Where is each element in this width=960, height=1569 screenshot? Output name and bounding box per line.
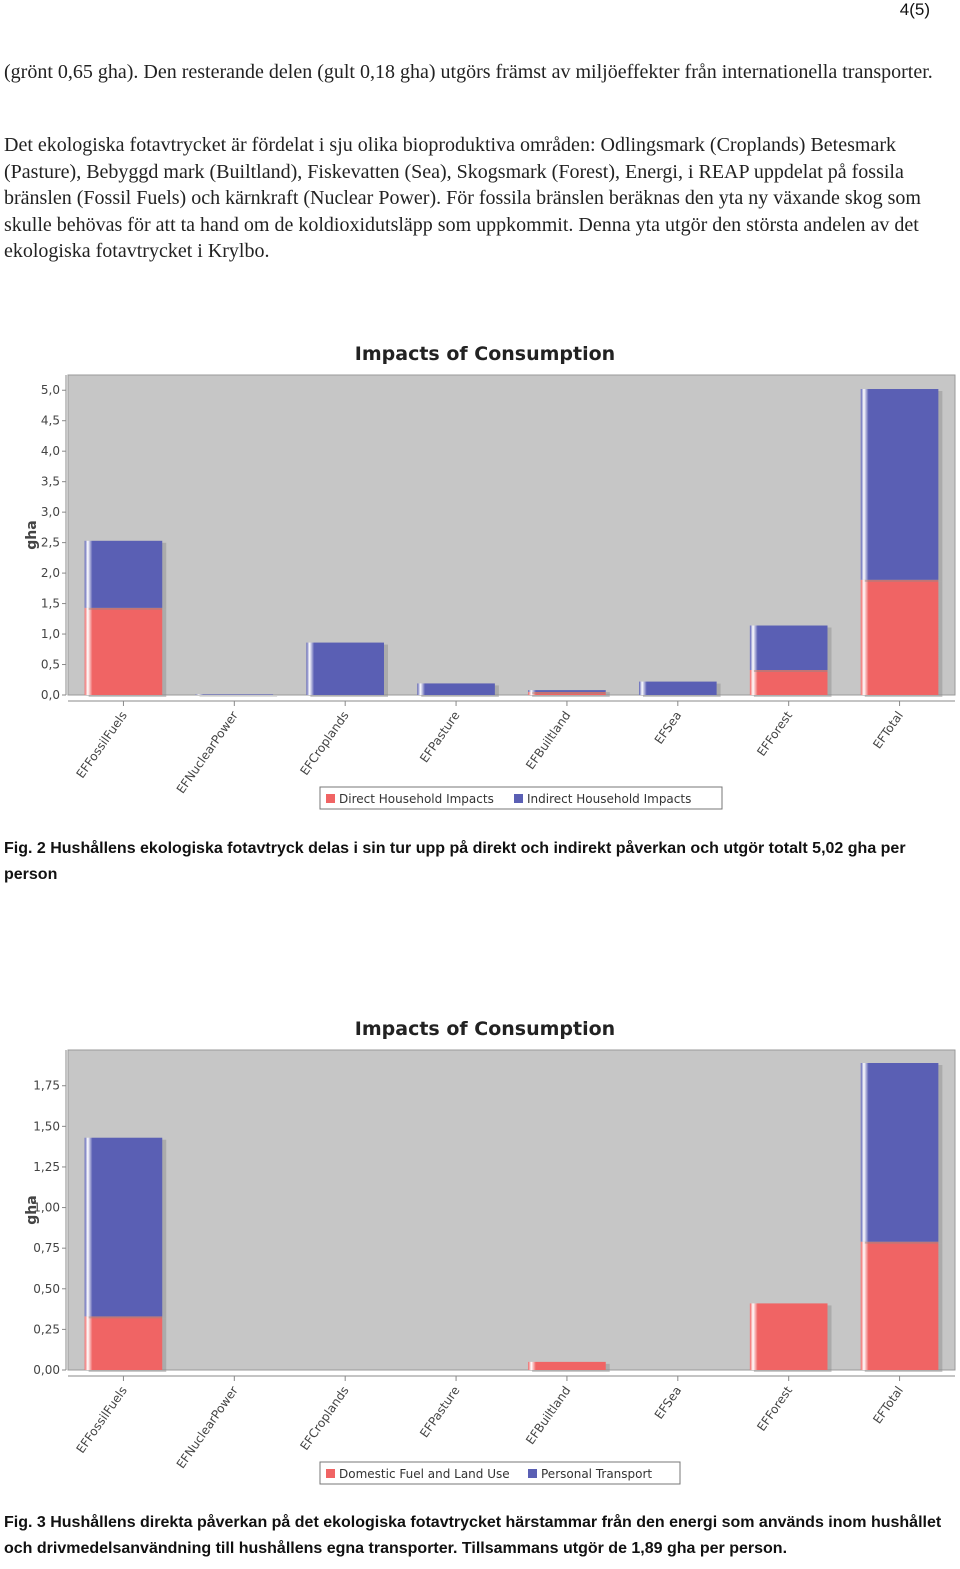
legend-label: Direct Household Impacts xyxy=(339,792,494,806)
bar-EFFossilFuels-0 xyxy=(84,1316,163,1370)
bar-EFBuiltland-0 xyxy=(528,1361,606,1370)
y-tick-label: 2,0 xyxy=(41,566,60,580)
figure-3-caption: Fig. 3 Hushållens direkta påverkan på de… xyxy=(4,1514,942,1557)
impacts-chart-fuel-transport: Impacts of Consumption 0,00 0,25 0,50 0,75 1,… xyxy=(0,1005,960,1485)
bar-EFSea-1 xyxy=(639,681,717,695)
y-tick-label: 1,5 xyxy=(41,597,60,611)
y-tick-label: 1,75 xyxy=(33,1079,60,1093)
x-tick-label: EFNuclearPower xyxy=(174,1384,241,1472)
x-tick-label: EFCroplands xyxy=(297,1384,351,1453)
paragraph-intro: (grönt 0,65 gha). Den resterande delen (… xyxy=(4,61,933,83)
impacts-chart-direct-indirect: Impacts of Consumption 0,0 0,5 1,0 1,5 2,0 2,5… xyxy=(0,330,960,810)
x-tick-label: EFPasture xyxy=(417,1384,462,1440)
chart-legend: Domestic Fuel and Land Use Personal Trans… xyxy=(319,1461,681,1485)
bar-EFBuiltland-0 xyxy=(528,691,606,695)
y-tick-label: 1,00 xyxy=(33,1201,60,1215)
bar-EFForest-0 xyxy=(749,1303,828,1370)
x-tick-label: EFSea xyxy=(652,1384,684,1422)
bar-EFFossilFuels-1 xyxy=(84,1137,163,1317)
x-tick-label: EFFossilFuels xyxy=(74,709,130,781)
x-tick-label: EFBuiltland xyxy=(523,1384,573,1447)
bar-EFTotal-1 xyxy=(860,1062,939,1242)
chart-svg-1: Impacts of Consumption 0,0 0,5 1,0 1,5 2,0 2,5… xyxy=(24,343,956,810)
bar-EFFossilFuels-0 xyxy=(84,607,163,695)
chart-legend: Direct Household Impacts Indirect Househo… xyxy=(319,786,723,810)
y-tick-label: 0,50 xyxy=(33,1282,60,1296)
bar-EFFossilFuels-1 xyxy=(84,540,163,608)
x-tick-label: EFNuclearPower xyxy=(174,709,241,797)
legend-swatch xyxy=(528,1469,537,1478)
bar-EFTotal-1 xyxy=(860,389,939,580)
x-tick-label: EFFossilFuels xyxy=(74,1384,130,1456)
y-axis-label: gha xyxy=(24,1195,40,1224)
y-tick-label: 1,25 xyxy=(33,1160,60,1174)
legend-label: Domestic Fuel and Land Use xyxy=(339,1467,510,1481)
chart-title: Impacts of Consumption xyxy=(355,1018,615,1040)
legend-label: Personal Transport xyxy=(541,1467,652,1481)
x-tick-label: EFPasture xyxy=(417,709,462,765)
x-tick-label: EFSea xyxy=(652,709,684,747)
bar-EFForest-0 xyxy=(749,670,828,695)
y-tick-label: 2,5 xyxy=(41,536,60,550)
chart-svg-2: Impacts of Consumption 0,00 0,25 0,50 0,75 1,… xyxy=(24,1018,956,1485)
bar-shadow xyxy=(199,696,278,697)
y-tick-label: 5,0 xyxy=(41,383,60,397)
legend-swatch xyxy=(326,1469,335,1478)
y-tick-label: 4,5 xyxy=(41,414,60,428)
figure-2-caption: Fig. 2 Hushållens ekologiska fotavtryck … xyxy=(4,840,906,883)
y-tick-label: 0,75 xyxy=(33,1241,60,1255)
x-tick-label: EFForest xyxy=(754,708,795,758)
bar-EFTotal-0 xyxy=(860,579,939,695)
y-tick-label: 0,00 xyxy=(33,1363,60,1377)
y-tick-label: 0,0 xyxy=(41,688,60,702)
bar-EFBuiltland-1 xyxy=(528,690,606,692)
y-tick-label: 3,5 xyxy=(41,475,60,489)
bar-shadow xyxy=(532,692,610,694)
y-tick-label: 1,0 xyxy=(41,627,60,641)
x-tick-label: EFForest xyxy=(754,1383,795,1433)
legend-label: Indirect Household Impacts xyxy=(527,792,691,806)
x-tick-label: EFTotal xyxy=(870,709,906,752)
bar-EFTotal-0 xyxy=(860,1241,939,1370)
y-tick-label: 0,25 xyxy=(33,1322,60,1336)
bar-EFPasture-1 xyxy=(417,683,495,695)
y-tick-label: 0,5 xyxy=(41,658,60,672)
chart-title: Impacts of Consumption xyxy=(355,343,615,365)
y-axis-label: gha xyxy=(24,520,40,549)
y-tick-label: 4,0 xyxy=(41,444,60,458)
x-tick-label: EFTotal xyxy=(870,1384,906,1427)
paragraph-ecological-footprint: Det ekologiska fotavtrycket är fördelat … xyxy=(4,134,921,262)
bar-EFNuclearPower-1 xyxy=(195,694,274,695)
bar-EFForest-1 xyxy=(749,625,828,671)
legend-swatch xyxy=(514,794,523,803)
x-tick-label: EFCroplands xyxy=(297,709,351,778)
page-number: 4(5) xyxy=(899,0,930,19)
bar-shadow xyxy=(532,693,610,697)
bar-EFCroplands-1 xyxy=(306,642,384,695)
x-tick-label: EFBuiltland xyxy=(523,709,573,772)
legend-box xyxy=(319,1461,681,1485)
y-tick-label: 3,0 xyxy=(41,505,60,519)
y-tick-label: 1,50 xyxy=(33,1119,60,1133)
legend-swatch xyxy=(326,794,335,803)
